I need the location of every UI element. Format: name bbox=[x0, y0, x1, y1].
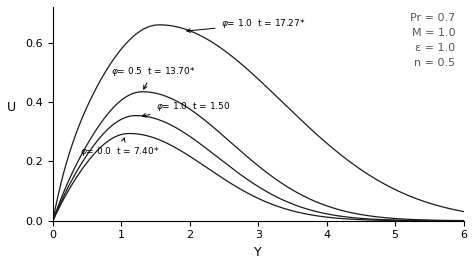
Text: $\varphi$= 0.5  t = 13.70*: $\varphi$= 0.5 t = 13.70* bbox=[111, 65, 195, 89]
Text: Pr = 0.7
M = 1.0
ε = 1.0
n = 0.5: Pr = 0.7 M = 1.0 ε = 1.0 n = 0.5 bbox=[410, 13, 456, 68]
X-axis label: Y: Y bbox=[255, 246, 262, 259]
Text: $\varphi$= 0.0  t = 7.40*: $\varphi$= 0.0 t = 7.40* bbox=[80, 138, 160, 158]
Text: $\varphi$= 1.0  t = 17.27*: $\varphi$= 1.0 t = 17.27* bbox=[187, 17, 305, 32]
Text: $\varphi$= 1.0  t = 1.50: $\varphi$= 1.0 t = 1.50 bbox=[142, 99, 230, 117]
Y-axis label: U: U bbox=[7, 101, 16, 114]
